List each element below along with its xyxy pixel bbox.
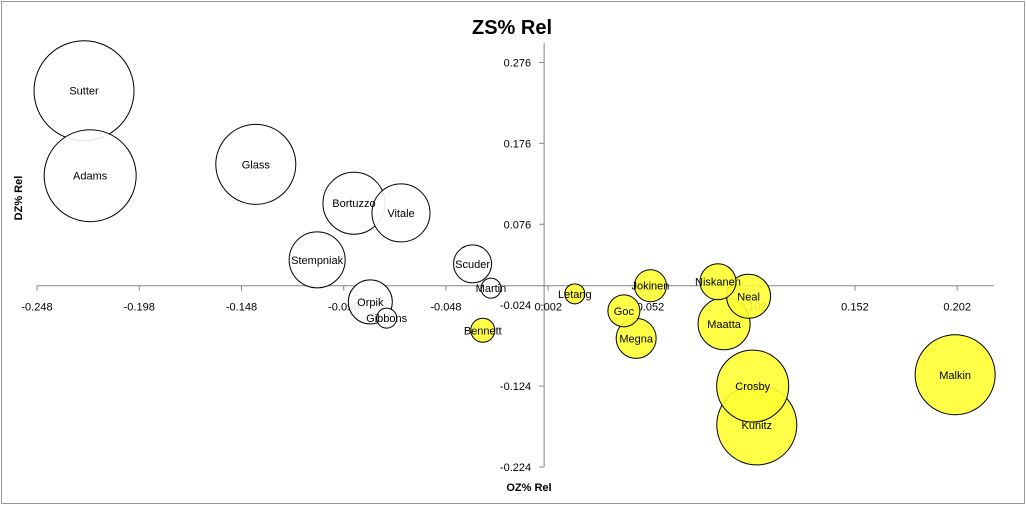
plot-area: -0.248 -0.198 -0.148 -0.098 -0.048 0.002 0.052…	[21, 40, 996, 474]
bubble-bennett	[470, 317, 496, 343]
bubble-label-bennett: Bennett	[464, 325, 502, 337]
y-tick-label: 0.176	[504, 138, 532, 150]
bubble-goc	[607, 294, 641, 328]
x-tick-label: 0.052	[637, 302, 665, 314]
bubble-label-glass: Glass	[242, 159, 271, 171]
bubble-label-stempniak: Stempniak	[291, 255, 343, 267]
bubble-malkin	[914, 334, 996, 416]
bubble-label-maatta: Maatta	[707, 319, 742, 331]
bubble-label-jokinen: Jokinen	[632, 281, 670, 293]
bubble-glass	[215, 123, 297, 205]
bubble-label-bortuzzo: Bortuzzo	[332, 198, 375, 210]
bubble-label-vitale: Vitale	[387, 208, 414, 220]
bubble-gibbons	[376, 307, 398, 329]
x-tick-label: 0.202	[943, 302, 971, 314]
bubble-label-letang: Letang	[558, 289, 592, 301]
bubble-stempniak	[288, 231, 346, 289]
y-tick-label: -0.024	[500, 300, 531, 312]
bubble-letang	[564, 283, 586, 305]
bubble-niskanen	[699, 263, 737, 301]
x-axis-title: OZ% Rel	[506, 482, 551, 494]
bubble-label-martin: Martin	[476, 283, 507, 295]
bubble-label-gibbons: Gibbons	[366, 313, 407, 325]
bubble-label-crosby: Crosby	[735, 381, 770, 393]
bubble-label-neal: Neal	[737, 291, 760, 303]
x-tick-label: -0.148	[226, 302, 257, 314]
y-tick-label: 0.076	[504, 219, 532, 231]
bubble-label-kunitz: Kunitz	[742, 420, 773, 432]
y-tick-label: -0.124	[500, 381, 531, 393]
y-tick-label: 0.276	[504, 57, 532, 69]
bubble-martin	[480, 277, 502, 299]
x-tick-label: -0.048	[430, 302, 461, 314]
bubble-label-sutter: Sutter	[69, 86, 99, 98]
bubble-label-goc: Goc	[614, 306, 635, 318]
bubble-label-scuder: Scuder	[455, 259, 490, 271]
x-tick-label: 0.002	[534, 302, 562, 314]
y-tick-label: -0.224	[500, 462, 531, 474]
x-tick-label: -0.248	[21, 302, 52, 314]
bubble-label-orpik: Orpik	[357, 297, 384, 309]
y-axis-title: DZ% Rel	[13, 176, 25, 221]
bubble-label-adams: Adams	[73, 171, 108, 183]
chart-title: ZS% Rel	[472, 17, 552, 39]
bubble-label-megna: Megna	[619, 333, 654, 345]
bubble-label-niskanen: Niskanen	[695, 277, 741, 289]
x-tick-label: -0.198	[124, 302, 155, 314]
bubble-adams	[43, 129, 137, 223]
bubble-jokinen	[633, 269, 667, 303]
bubble-vitale	[371, 183, 431, 243]
x-tick-label: 0.152	[841, 302, 869, 314]
bubble-label-malkin: Malkin	[939, 370, 971, 382]
bubble-crosby	[716, 349, 790, 423]
bubble-scuder	[453, 244, 493, 284]
